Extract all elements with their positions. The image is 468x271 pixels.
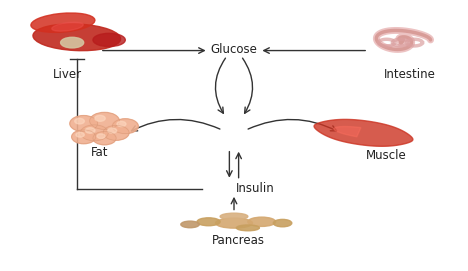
Ellipse shape: [181, 221, 199, 228]
Circle shape: [90, 112, 119, 129]
Text: Pancreas: Pancreas: [212, 234, 265, 247]
Ellipse shape: [215, 218, 253, 228]
Circle shape: [75, 118, 84, 124]
Circle shape: [72, 130, 96, 144]
Ellipse shape: [197, 218, 220, 226]
Text: Liver: Liver: [53, 68, 82, 81]
Circle shape: [80, 125, 108, 141]
Circle shape: [70, 116, 98, 131]
Text: Fat: Fat: [91, 146, 109, 159]
Circle shape: [97, 134, 105, 138]
Ellipse shape: [60, 37, 84, 48]
Ellipse shape: [220, 213, 248, 220]
Text: Insulin: Insulin: [236, 182, 275, 195]
Ellipse shape: [273, 220, 292, 227]
Ellipse shape: [236, 225, 259, 231]
Ellipse shape: [31, 13, 95, 33]
Text: Intestine: Intestine: [384, 68, 436, 81]
Text: Muscle: Muscle: [366, 149, 407, 162]
Circle shape: [85, 128, 95, 133]
Ellipse shape: [52, 22, 83, 31]
Polygon shape: [314, 120, 413, 146]
Text: Glucose: Glucose: [211, 43, 257, 56]
Circle shape: [103, 125, 129, 140]
Ellipse shape: [248, 217, 276, 226]
Ellipse shape: [33, 24, 121, 51]
Circle shape: [112, 119, 138, 134]
Circle shape: [108, 128, 117, 133]
Polygon shape: [334, 127, 361, 137]
Circle shape: [95, 115, 105, 121]
Circle shape: [117, 121, 126, 127]
Circle shape: [76, 132, 84, 137]
Ellipse shape: [93, 33, 125, 47]
Circle shape: [93, 131, 116, 145]
